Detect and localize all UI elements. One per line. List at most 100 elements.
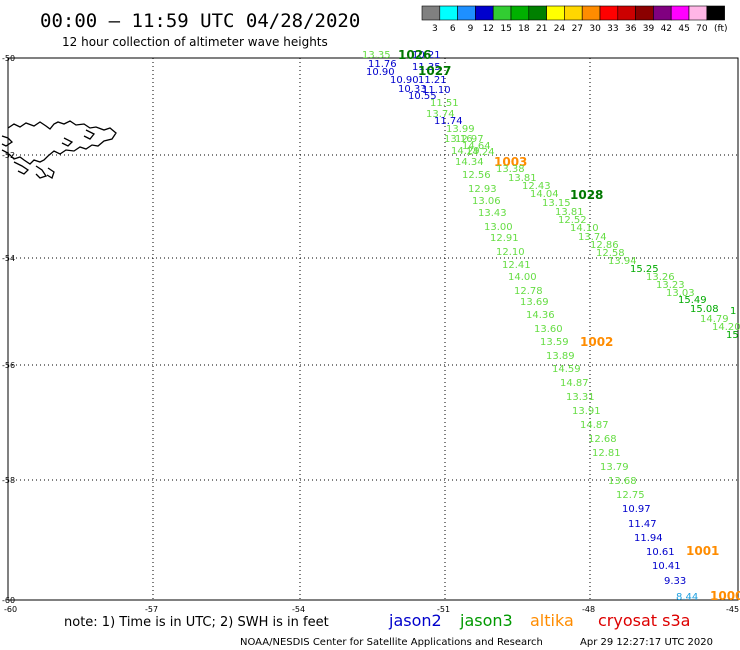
legend-swatch <box>581 5 601 21</box>
wave-height-label: 11.76 <box>368 59 397 70</box>
wave-height-label: 13.94 <box>608 256 637 267</box>
wave-height-label: 10.97 <box>622 504 651 515</box>
wave-height-label: 12.10 <box>496 247 525 258</box>
wave-height-label: 13.68 <box>608 476 637 487</box>
wave-height-label: 11.47 <box>628 519 657 530</box>
legend-label: 39 <box>643 24 655 34</box>
wave-height-label: 13.00 <box>484 222 513 233</box>
legend-swatch <box>706 5 725 21</box>
wave-height-label: 11.74 <box>434 116 463 127</box>
legend-label: 33 <box>607 24 618 34</box>
lat-label: -54 <box>2 254 15 263</box>
legend-label: 18 <box>518 24 530 34</box>
color-legend: 3 6 9 12 15 18 21 24 27 30 33 36 39 42 45 70 <box>421 5 725 34</box>
legend-label: 6 <box>450 24 456 34</box>
legend-swatch <box>564 5 583 21</box>
wave-height-label: 12.43 <box>522 181 551 192</box>
wave-height-label: 13.59 <box>540 337 569 348</box>
lat-label: -60 <box>2 596 15 605</box>
wave-height-label: 12.81 <box>592 448 621 459</box>
legend-label: 3 <box>432 24 438 34</box>
wave-height-label: 13.99 <box>446 124 475 135</box>
wave-height-label: 14.00 <box>508 272 537 283</box>
wave-height-label: 13.81 <box>555 207 584 218</box>
wave-height-label: 14.20 <box>712 322 740 333</box>
wave-height-label: 10.33 <box>398 84 427 95</box>
legend-label: 30 <box>589 24 601 34</box>
wave-height-label: 13.31 <box>566 392 595 403</box>
wave-height-label: 12.56 <box>462 170 491 181</box>
wave-height-label: 14.59 <box>552 364 581 375</box>
wave-height-label: 13.79 <box>600 462 629 473</box>
wave-height-label: 11.10 <box>422 85 451 96</box>
footer-credit: NOAA/NESDIS Center for Satellite Applica… <box>240 637 543 648</box>
wave-height-label: 13.26 <box>646 272 675 283</box>
wave-height-label: 12.78 <box>514 286 543 297</box>
wave-height-label: 13.15 <box>542 198 571 209</box>
wave-height-label: 13.74 <box>426 109 455 120</box>
wave-height-label: 12.58 <box>596 248 625 259</box>
lat-label: -58 <box>2 476 15 485</box>
wave-height-label: 13.43 <box>478 208 507 219</box>
wave-height-label: 8.44 <box>676 592 698 603</box>
legend-swatch <box>492 5 512 21</box>
pressure-label: 1002 <box>580 335 613 349</box>
satellite-legend: jason2 jason3 altika cryosat s3a <box>388 611 690 630</box>
wave-height-label: 11.51 <box>430 98 459 109</box>
legend-label: 9 <box>468 24 474 34</box>
legend-swatch <box>421 5 441 21</box>
wave-height-label: 10.61 <box>646 547 675 558</box>
lon-label: -54 <box>292 605 305 614</box>
footer-timestamp: Apr 29 12:27:17 UTC 2020 <box>580 637 713 648</box>
legend-label: 12 <box>483 24 494 34</box>
wave-height-label: 13.74 <box>578 232 607 243</box>
legend-swatch <box>528 5 547 21</box>
legend-swatch <box>688 5 708 21</box>
wave-height-label: 10.41 <box>652 561 681 572</box>
satellite-jason2: jason2 <box>388 611 442 630</box>
wave-height-label: 13.06 <box>472 196 501 207</box>
wave-height-label: 12.91 <box>490 233 519 244</box>
legend-swatch <box>653 5 672 21</box>
wave-height-label: 10.21 <box>412 50 441 61</box>
wave-height-label: 13.89 <box>546 351 575 362</box>
wave-height-label: 14.64 <box>462 141 491 152</box>
wave-height-label: 12.86 <box>590 240 619 251</box>
coastline <box>1 120 117 179</box>
satellite-jason3: jason3 <box>459 611 513 630</box>
wave-height-label: 13.91 <box>572 406 601 417</box>
map-subtitle: 12 hour collection of altimeter wave hei… <box>62 35 328 49</box>
pressure-label: 1027 <box>418 64 451 78</box>
wave-height-label: 14.10 <box>570 223 599 234</box>
wave-height-label: 13.81 <box>508 173 537 184</box>
wave-height-label: 14.29 <box>451 146 480 157</box>
legend-swatch <box>510 5 530 21</box>
wave-height-label: 10.55 <box>408 91 437 102</box>
legend-swatch <box>635 5 654 21</box>
wave-height-label: 13.60 <box>534 324 563 335</box>
map-title: 00:00 – 11:59 UTC 04/28/2020 <box>40 10 360 32</box>
wave-height-label: 13.16 <box>444 134 473 145</box>
map-frame <box>7 57 739 601</box>
wave-height-label: 11.35 <box>412 62 441 73</box>
wave-height-label: 13.23 <box>656 280 685 291</box>
legend-label: 36 <box>625 24 637 34</box>
legend-label: 42 <box>661 24 672 34</box>
wave-height-label: 12.93 <box>468 184 497 195</box>
legend-label: 21 <box>536 24 547 34</box>
legend-swatch <box>457 5 476 21</box>
legend-swatch <box>439 5 458 21</box>
footer-note: note: 1) Time is in UTC; 2) SWH is in fe… <box>64 615 329 630</box>
lat-lon-grid: -50 -52 -54 -56 -58 -60-60 -57 -54 -51 -48 -45 <box>2 54 739 614</box>
wave-height-label: 11.94 <box>634 533 663 544</box>
wave-height-label: 9.33 <box>664 576 686 587</box>
wave-height-label: 12.68 <box>588 434 617 445</box>
legend-swatch <box>475 5 494 21</box>
wave-height-label: 13.35 <box>362 50 391 61</box>
legend-label: 70 <box>696 24 708 34</box>
wave-height-label: 10.90 <box>390 75 419 86</box>
wave-height-label: 14.87 <box>580 420 609 431</box>
wave-height-label: 14.79 <box>700 314 729 325</box>
wave-height-label: 12.97 <box>455 134 484 145</box>
pressure-label: 1000 <box>710 589 740 603</box>
